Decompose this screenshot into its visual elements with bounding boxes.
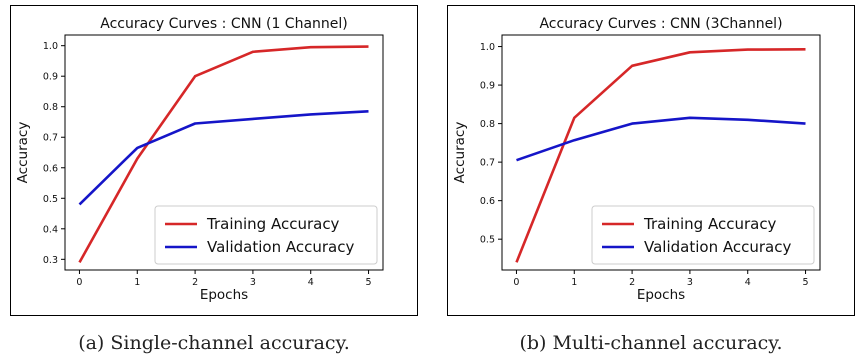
x-tick-label: 5 xyxy=(366,277,372,288)
y-tick-label: 0.6 xyxy=(480,196,495,207)
x-tick-label: 2 xyxy=(192,277,198,288)
x-tick-label: 2 xyxy=(629,277,635,288)
x-tick-label: 0 xyxy=(76,277,82,288)
plot-area xyxy=(501,34,821,271)
x-tick-label: 5 xyxy=(803,277,809,288)
x-tick-label: 4 xyxy=(745,277,751,288)
y-tick-label: 1.0 xyxy=(43,41,58,52)
figure-caption: (a) Single-channel accuracy. xyxy=(78,332,350,354)
chart-title: Accuracy Curves : CNN (1 Channel) xyxy=(100,16,348,32)
x-tick-label: 1 xyxy=(571,277,577,288)
y-tick-label: 0.8 xyxy=(480,119,495,130)
legend-box xyxy=(591,205,815,265)
chart-panel-multi-channel: Accuracy Curves : CNN (3Channel) 0.5 0.6 0.… xyxy=(447,0,863,363)
validation-accuracy-line xyxy=(78,110,369,206)
y-tick-label: 0.8 xyxy=(43,102,58,113)
y-axis-label: Accuracy xyxy=(15,122,31,184)
training-accuracy-line xyxy=(78,45,369,264)
y-tick-label: 0.5 xyxy=(480,235,495,246)
x-tick-label: 4 xyxy=(308,277,314,288)
y-tick-label: 0.3 xyxy=(43,255,58,266)
legend: Training Accuracy Validation Accuracy xyxy=(154,205,378,265)
figure-caption: (b) Multi-channel accuracy. xyxy=(519,332,783,354)
validation-accuracy-line xyxy=(516,116,806,162)
y-tick-label: 0.5 xyxy=(43,194,58,205)
training-accuracy-line xyxy=(515,48,806,263)
x-tick-label: 0 xyxy=(513,277,519,288)
legend-entry: Training Accuracy xyxy=(643,215,777,233)
chart-title: Accuracy Curves : CNN (3Channel) xyxy=(539,16,782,32)
y-tick-label: 0.4 xyxy=(43,224,58,235)
y-tick-label: 0.9 xyxy=(43,72,58,83)
y-tick-label: 0.7 xyxy=(43,133,58,144)
accuracy-chart-single-channel: Accuracy Curves : CNN (1 Channel) 0.3 0.4 0… xyxy=(15,16,384,303)
y-axis-label: Accuracy xyxy=(452,122,468,184)
accuracy-chart-multi-channel: Accuracy Curves : CNN (3Channel) 0.5 0.6 0.… xyxy=(452,16,821,303)
y-tick-label: 0.7 xyxy=(480,158,495,169)
legend: Training Accuracy Validation Accuracy xyxy=(591,205,815,265)
chart-panel-single-channel: Accuracy Curves : CNN (1 Channel) 0.3 0.4 0… xyxy=(10,0,426,363)
y-tick-label: 0.9 xyxy=(480,81,495,92)
x-axis-label: Epochs xyxy=(200,287,248,303)
legend-box xyxy=(154,205,378,265)
y-tick-label: 1.0 xyxy=(480,42,495,53)
legend-entry: Validation Accuracy xyxy=(207,238,354,256)
plot-area xyxy=(64,34,384,271)
x-tick-label: 1 xyxy=(134,277,140,288)
y-tick-label: 0.6 xyxy=(43,163,58,174)
x-tick-label: 3 xyxy=(687,277,693,288)
legend-entry: Training Accuracy xyxy=(206,215,340,233)
x-tick-label: 3 xyxy=(250,277,256,288)
x-axis-label: Epochs xyxy=(637,287,685,303)
legend-entry: Validation Accuracy xyxy=(644,238,791,256)
